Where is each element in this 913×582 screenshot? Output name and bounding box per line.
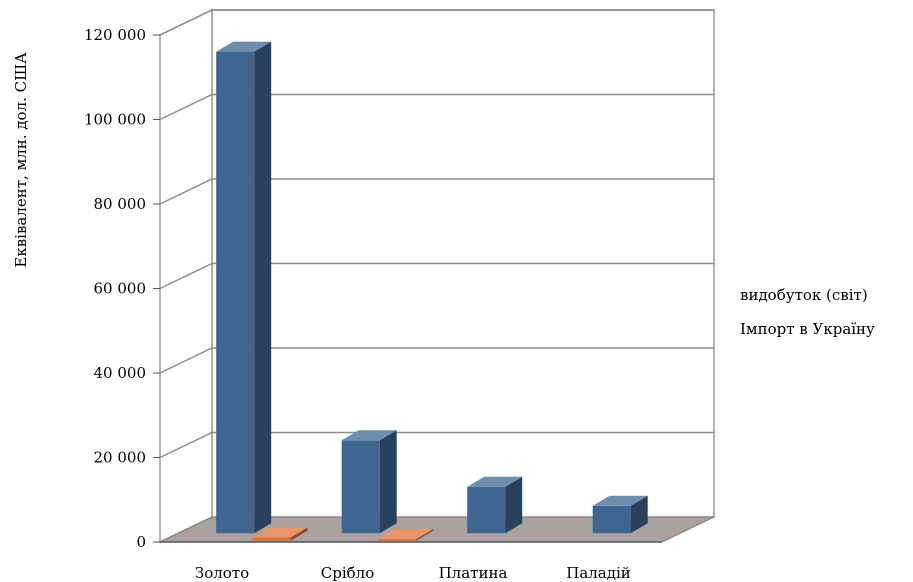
gridlines xyxy=(159,9,714,459)
y-tick-label: 100 000 xyxy=(84,111,146,129)
gridline xyxy=(159,431,714,459)
x-category-label: Срібло xyxy=(321,564,374,582)
bar-side xyxy=(630,495,648,534)
legend-item-1: Імпорт в Україну xyxy=(740,320,875,338)
bar-1-1 xyxy=(378,529,434,541)
bar-front xyxy=(341,440,380,534)
y-tick-label: 120 000 xyxy=(84,26,146,44)
x-axis-categories: Золото Срібло Платина Паладій xyxy=(195,564,631,582)
bar-front xyxy=(467,486,506,534)
x-category-label: Платина xyxy=(439,564,508,582)
bar-front xyxy=(216,51,255,534)
y-tick-label: 20 000 xyxy=(94,449,147,467)
bar-top xyxy=(467,476,523,487)
x-category-label: Золото xyxy=(195,564,249,582)
bar-top xyxy=(378,529,434,540)
bar-top xyxy=(341,430,397,441)
bar-1-0 xyxy=(252,527,308,541)
bars xyxy=(216,41,648,541)
y-axis-label: Еквівалент, млн. дол. США xyxy=(12,52,30,268)
bar-side xyxy=(505,476,523,534)
y-tick-label: 60 000 xyxy=(94,280,147,298)
y-axis-ticks: 0 20 000 40 000 60 000 80 000 100 000 120 000 xyxy=(84,26,160,551)
bar-0-1 xyxy=(341,430,397,534)
gridline xyxy=(159,347,714,374)
bar-top xyxy=(216,41,272,52)
bar-side xyxy=(254,41,272,534)
bar-side xyxy=(416,529,434,541)
bar-0-0 xyxy=(216,41,272,534)
bar-side xyxy=(290,527,308,541)
bar-side xyxy=(379,430,397,534)
gridline xyxy=(159,93,714,121)
bar-top xyxy=(592,495,648,506)
gridline xyxy=(159,178,714,205)
bar-0-3 xyxy=(592,495,648,534)
bar-front xyxy=(592,505,631,534)
y-tick-label: 0 xyxy=(136,533,146,551)
gridline xyxy=(159,9,714,36)
gridline xyxy=(159,262,714,290)
x-category-label: Паладій xyxy=(566,564,631,582)
bar-0-2 xyxy=(467,476,523,534)
bar-front xyxy=(252,537,291,541)
y-tick-label: 80 000 xyxy=(94,195,147,213)
bar-front xyxy=(378,539,417,541)
bar-top xyxy=(252,527,308,538)
legend-item-0: видобуток (світ) xyxy=(740,286,868,304)
y-tick-label: 40 000 xyxy=(94,364,147,382)
